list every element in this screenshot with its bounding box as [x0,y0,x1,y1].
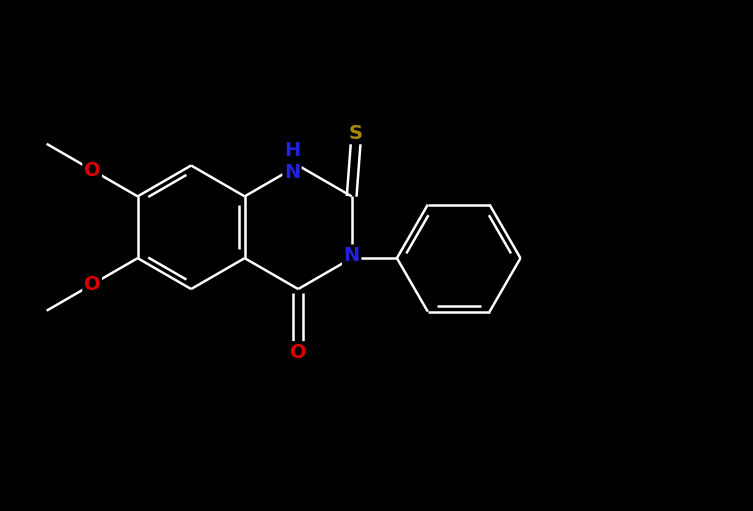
Text: N: N [343,246,360,265]
Text: O: O [84,275,100,294]
Text: S: S [349,124,363,143]
Text: O: O [84,160,100,179]
Text: H
N: H N [284,141,300,181]
Text: O: O [290,343,306,362]
